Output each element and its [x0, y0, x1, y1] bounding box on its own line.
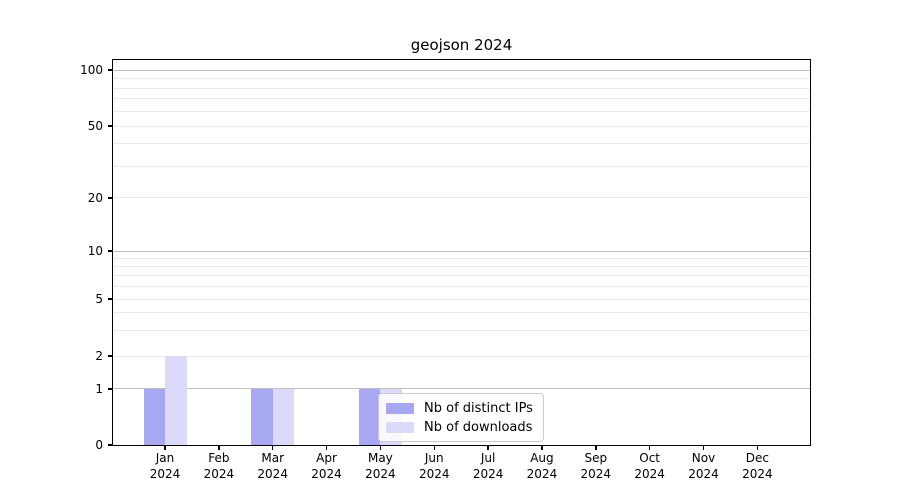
- y-gridline-minor: [113, 285, 810, 287]
- x-tick-label: Dec 2024: [742, 451, 773, 481]
- y-tick-label: 5: [95, 292, 103, 306]
- y-tick-label: 100: [80, 63, 103, 77]
- y-gridline-major: [113, 69, 810, 71]
- y-tick: [108, 298, 112, 300]
- legend-swatch-downloads: [386, 421, 414, 433]
- chart-title: geojson 2024: [410, 36, 513, 54]
- x-tick: [487, 446, 489, 450]
- legend-label-distinct-ips: Nb of distinct IPs: [424, 400, 533, 416]
- x-tick-label: Sep 2024: [580, 451, 612, 481]
- x-tick-label: Feb 2024: [203, 451, 235, 481]
- x-tick: [702, 446, 705, 450]
- x-tick: [595, 446, 597, 450]
- y-tick-label: 0: [95, 438, 103, 452]
- x-tick-label: Apr 2024: [311, 451, 342, 481]
- y-tick-label: 1: [95, 381, 103, 396]
- x-tick: [271, 446, 274, 450]
- y-tick-label: 10: [87, 243, 103, 258]
- y-gridline-minor: [113, 265, 810, 267]
- legend-swatch-distinct-ips: [386, 402, 414, 414]
- x-tick-label: May 2024: [365, 451, 396, 481]
- y-tick: [108, 387, 112, 390]
- legend-item-distinct-ips: Nb of distinct IPs: [386, 400, 533, 416]
- bar-downloads: [272, 388, 295, 445]
- y-tick-label: 2: [95, 348, 103, 363]
- y-gridline-minor: [113, 312, 810, 314]
- y-gridline-minor: [113, 257, 810, 259]
- plot-area: Nb of distinct IPs Nb of downloads: [112, 59, 811, 446]
- y-gridline-major: [113, 250, 810, 252]
- x-tick-label: Jan 2024: [149, 451, 181, 481]
- y-gridline-minor: [113, 87, 810, 89]
- x-tick-label: Oct 2024: [634, 451, 665, 481]
- y-gridline-minor: [113, 197, 810, 199]
- y-tick: [108, 196, 112, 199]
- y-gridline-minor: [113, 125, 810, 127]
- y-gridline-minor: [113, 98, 810, 100]
- x-tick-label: Jul 2024: [472, 451, 504, 481]
- y-tick: [108, 444, 112, 446]
- legend-item-downloads: Nb of downloads: [386, 419, 533, 435]
- y-tick: [108, 124, 112, 127]
- y-gridline-minor: [113, 298, 810, 300]
- x-tick: [433, 446, 435, 450]
- x-tick: [164, 446, 166, 450]
- x-tick-label: Aug 2024: [526, 451, 558, 481]
- y-gridline-minor: [113, 330, 810, 332]
- bar-downloads: [165, 356, 187, 445]
- x-tick-label: Mar 2024: [257, 451, 288, 481]
- x-tick: [379, 446, 382, 450]
- bar-distinct-ips: [251, 388, 273, 445]
- y-gridline-minor: [113, 110, 810, 112]
- x-tick: [325, 446, 328, 450]
- x-tick: [218, 446, 220, 450]
- y-gridline-major: [113, 388, 810, 390]
- x-tick: [756, 446, 759, 450]
- y-gridline-minor: [113, 78, 810, 80]
- bar-layer: [113, 60, 810, 445]
- y-gridline-minor: [113, 275, 810, 277]
- legend-label-downloads: Nb of downloads: [424, 419, 533, 435]
- x-tick-label: Jun 2024: [418, 451, 450, 481]
- grid-layer: [113, 60, 810, 445]
- x-tick-label: Nov 2024: [688, 451, 719, 481]
- x-tick: [541, 446, 543, 450]
- legend: Nb of distinct IPs Nb of downloads: [378, 393, 544, 442]
- y-gridline-minor: [113, 165, 810, 167]
- x-tick: [648, 446, 651, 450]
- y-gridline-minor: [113, 143, 810, 145]
- y-tick: [108, 354, 112, 357]
- y-tick-label: 20: [87, 190, 103, 205]
- bar-distinct-ips: [143, 388, 165, 445]
- bar-distinct-ips: [358, 388, 381, 445]
- y-tick-label: 50: [87, 118, 103, 133]
- y-tick: [108, 69, 112, 71]
- y-tick: [108, 249, 112, 252]
- y-gridline-minor: [113, 355, 810, 357]
